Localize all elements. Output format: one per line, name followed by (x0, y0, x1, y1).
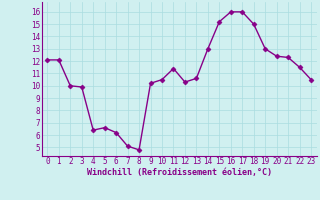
X-axis label: Windchill (Refroidissement éolien,°C): Windchill (Refroidissement éolien,°C) (87, 168, 272, 177)
